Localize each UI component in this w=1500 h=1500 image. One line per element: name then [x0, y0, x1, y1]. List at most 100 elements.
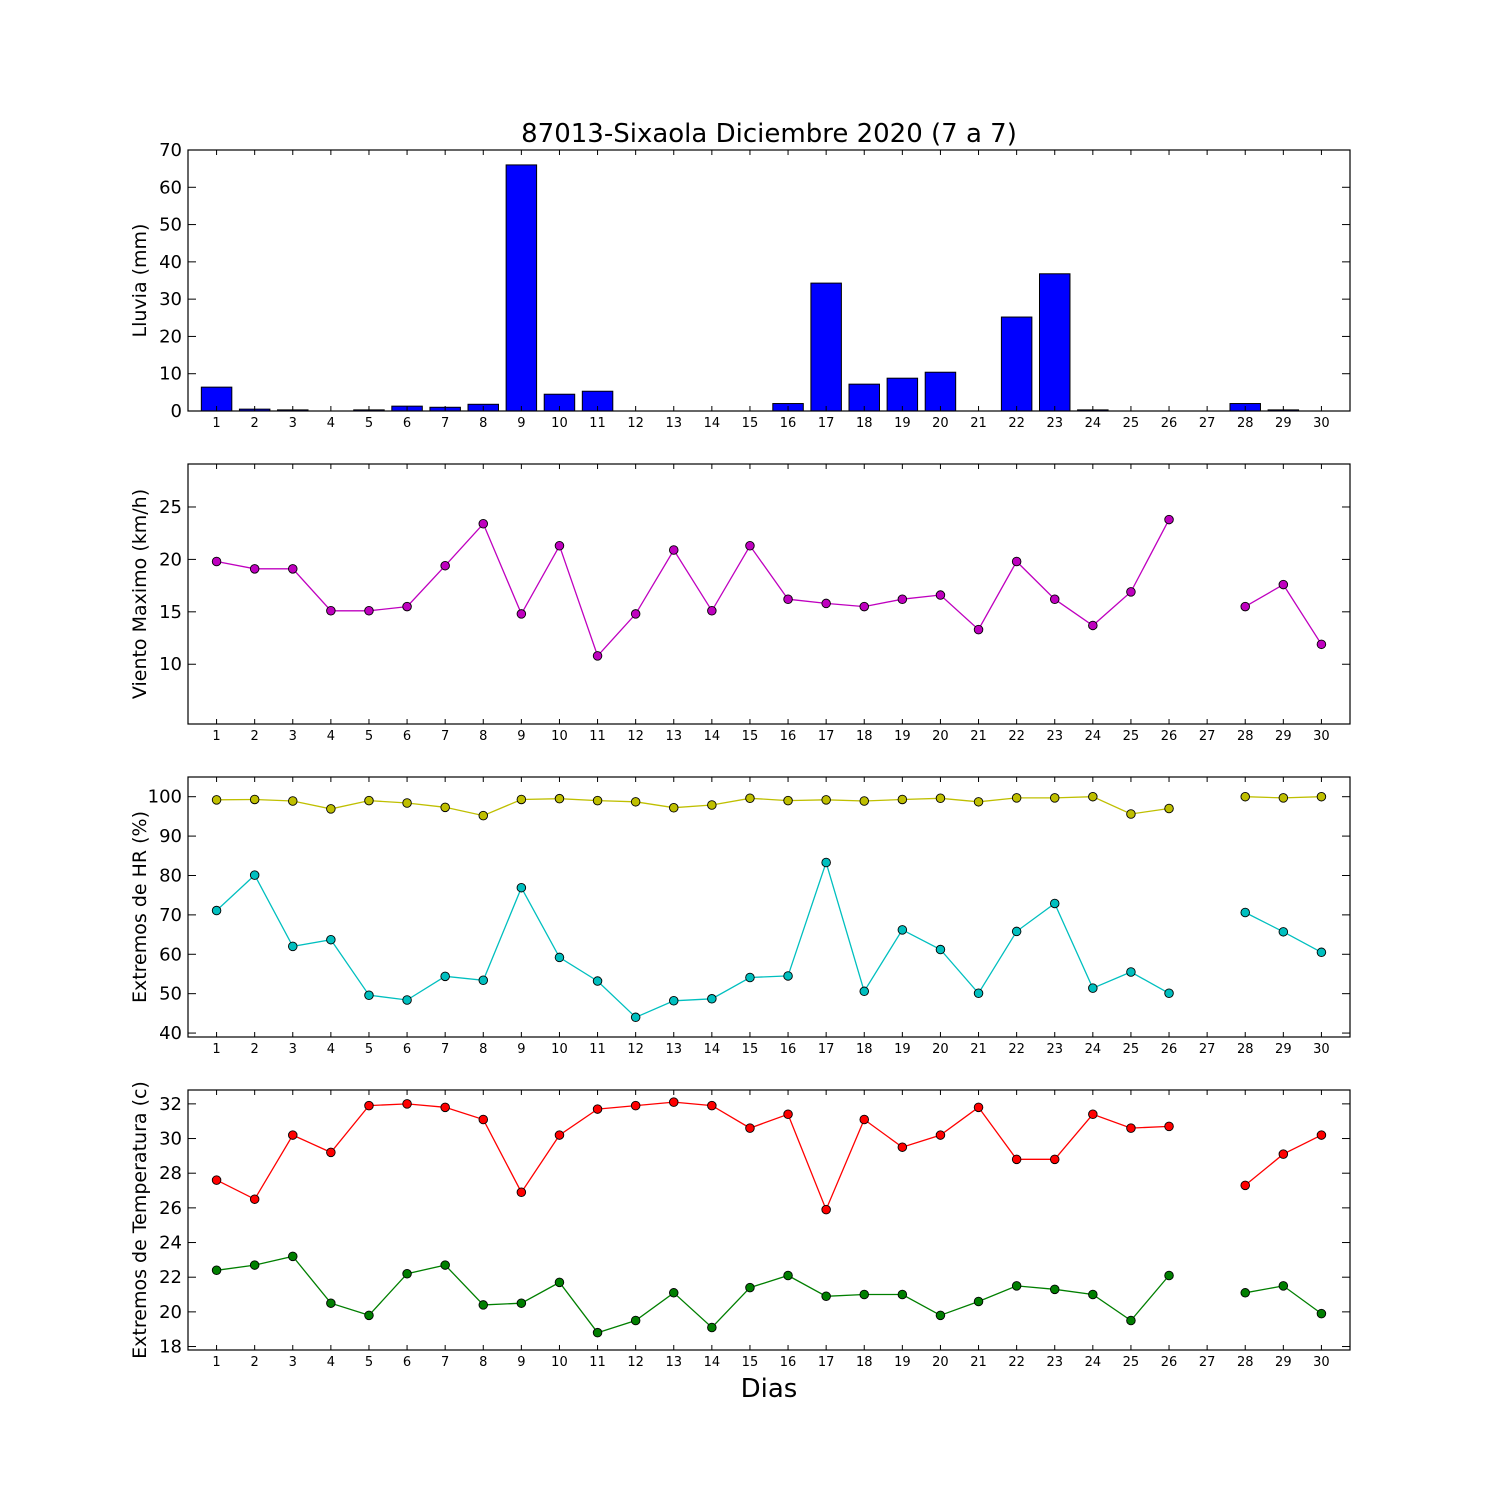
y-tick-label: 60 — [159, 177, 182, 198]
data-point — [783, 1109, 793, 1120]
data-point — [402, 1268, 412, 1279]
data-point — [1240, 1180, 1250, 1191]
data-point — [1240, 791, 1250, 802]
x-tick-label: 25 — [1123, 416, 1140, 431]
data-point — [211, 1265, 222, 1276]
x-tick-label: 18 — [856, 416, 873, 431]
x-tick-label: 16 — [780, 1042, 797, 1057]
data-point — [821, 1291, 831, 1302]
x-tick-label: 27 — [1199, 416, 1216, 431]
data-point — [364, 795, 374, 806]
x-tick-label: 10 — [551, 729, 568, 744]
panel-3: 1 2 3 4 5 6 7 8 9 10 11 12 13 14 15 16 17 18 19 20 21 22 23 24 2… — [129, 776, 1351, 1057]
x-tick-label: 27 — [1199, 1355, 1216, 1370]
data-point — [1011, 1154, 1022, 1165]
x-tick-label: 19 — [894, 1042, 911, 1057]
x-tick-label: 30 — [1313, 1042, 1330, 1057]
x-tick-label: 26 — [1161, 729, 1178, 744]
data-point — [211, 1175, 222, 1185]
x-tick-label: 27 — [1199, 729, 1216, 744]
x-tick-label: 11 — [589, 1042, 606, 1057]
x-tick-label: 3 — [289, 1042, 297, 1057]
data-point — [402, 1099, 412, 1109]
data-point — [326, 606, 336, 616]
x-tick-label: 29 — [1275, 1042, 1292, 1057]
data-point — [249, 870, 260, 880]
data-point — [1316, 639, 1327, 650]
x-tick-label: 15 — [742, 416, 759, 431]
y-tick-label: 50 — [159, 984, 182, 1005]
x-tick-label: 7 — [441, 416, 449, 431]
data-point — [1164, 514, 1174, 525]
data-point — [935, 793, 946, 804]
panel-2: 1 2 3 4 5 6 7 8 9 10 11 12 13 14 15 16 17 18 19 20 21 22 23 24 2… — [129, 463, 1351, 744]
series-line — [216, 1101, 1170, 1212]
x-tick-label: 20 — [932, 1355, 949, 1370]
x-tick-label: 14 — [704, 416, 721, 431]
data-point — [478, 1300, 489, 1310]
chart-title: 87013-Sixaola Diciembre 2020 (7 a 7) — [521, 119, 1017, 149]
x-tick-label: 4 — [327, 1042, 335, 1057]
x-tick-label: 8 — [479, 416, 487, 431]
x-tick-label: 11 — [589, 416, 606, 431]
data-point — [1049, 898, 1060, 909]
x-tick-label: 22 — [1008, 1355, 1025, 1370]
y-axis-label: Extremos de Temperatura (c) — [129, 1081, 151, 1359]
x-tick-label: 4 — [327, 416, 335, 431]
data-point — [707, 1322, 717, 1333]
x-tick-label: 9 — [517, 416, 525, 431]
data-point — [402, 995, 412, 1005]
y-tick-label: 20 — [159, 326, 182, 347]
y-tick-label: 25 — [159, 497, 182, 518]
data-point — [1240, 601, 1250, 612]
data-point — [973, 624, 984, 635]
x-tick-label: 26 — [1161, 1355, 1178, 1370]
x-tick-label: 3 — [289, 416, 297, 431]
x-tick-label: 20 — [932, 729, 949, 744]
y-axis-label: Lluvia (mm) — [129, 224, 151, 338]
panels-group: 1 2 3 4 5 6 7 8 9 10 11 12 13 14 15 16 17 18 19 20 21 22 23 24 2… — [129, 140, 1351, 1370]
data-point — [516, 1187, 527, 1198]
data-point — [783, 795, 793, 806]
rain-bar — [505, 164, 538, 412]
y-tick-label: 90 — [159, 826, 182, 847]
x-tick-label: 2 — [251, 729, 259, 744]
axes-frame — [187, 463, 1351, 725]
panel-4: 1 2 3 4 5 6 7 8 9 10 11 12 13 14 15 16 17 18 19 20 21 22 23 24 2… — [129, 1081, 1351, 1370]
x-tick-label: 20 — [932, 416, 949, 431]
data-point — [364, 1310, 374, 1321]
x-tick-label: 19 — [894, 416, 911, 431]
data-point — [973, 1296, 984, 1307]
data-point — [364, 990, 374, 1000]
x-tick-label: 12 — [627, 416, 644, 431]
x-tick-label: 2 — [251, 416, 259, 431]
x-tick-label: 18 — [856, 1355, 873, 1370]
data-point — [935, 1310, 946, 1321]
data-point — [1240, 1288, 1250, 1298]
data-point — [554, 793, 565, 804]
x-tick-label: 30 — [1313, 1355, 1330, 1370]
x-tick-label: 3 — [289, 729, 297, 744]
x-tick-label: 12 — [627, 1042, 644, 1057]
data-point — [707, 800, 717, 810]
data-point — [1164, 1270, 1174, 1281]
x-tick-label: 19 — [894, 729, 911, 744]
data-point — [288, 1251, 298, 1262]
data-point — [554, 952, 565, 963]
data-point — [669, 545, 679, 555]
data-point — [440, 1102, 450, 1113]
panel-1: 1 2 3 4 5 6 7 8 9 10 11 12 13 14 15 16 17 18 19 20 21 22 23 24 2… — [129, 140, 1351, 431]
x-tick-label: 4 — [327, 1355, 335, 1370]
data-point — [935, 590, 946, 600]
data-point — [478, 1114, 489, 1125]
data-point — [897, 794, 908, 805]
data-point — [669, 1097, 679, 1107]
data-point — [1011, 1281, 1022, 1291]
data-point — [364, 606, 374, 616]
data-point — [1278, 1281, 1289, 1291]
x-tick-label: 15 — [742, 729, 759, 744]
data-point — [516, 794, 527, 805]
data-point — [745, 1123, 755, 1133]
x-tick-label: 21 — [970, 1042, 987, 1057]
x-tick-label: 11 — [589, 729, 606, 744]
